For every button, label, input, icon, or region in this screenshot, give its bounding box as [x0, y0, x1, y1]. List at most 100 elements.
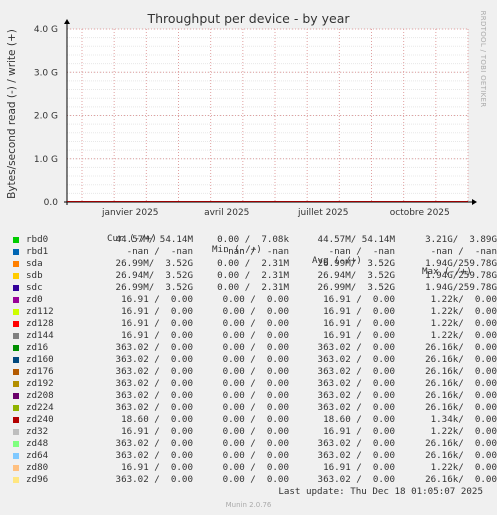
legend-row-zd48: zd48 363.02 / 0.00 0.00 / 0.00 363.02 / 0.0… — [13, 438, 497, 450]
legend-swatch — [13, 285, 19, 291]
y-tick-label: 0.0 — [44, 198, 59, 208]
legend-min: 0.00 / 0.00 — [222, 318, 289, 329]
legend-min: 0.00 / 0.00 — [222, 462, 289, 473]
legend-cur: 26.99M/ 3.52G — [115, 282, 193, 293]
legend-min: 0.00 / 2.31M — [217, 282, 289, 293]
legend-swatch — [13, 453, 19, 459]
legend-min: 0.00 / 0.00 — [222, 330, 289, 341]
legend-name: zd240 — [26, 414, 54, 425]
legend-name: zd48 — [26, 438, 49, 449]
legend-cur: 16.91 / 0.00 — [121, 294, 193, 305]
legend-min: 0.00 / 2.31M — [217, 258, 289, 269]
legend-max: 1.22k/ 0.00 — [430, 294, 497, 305]
legend-swatch — [13, 357, 19, 363]
x-tick-label: avril 2025 — [204, 208, 249, 218]
legend-name: zd208 — [26, 390, 54, 401]
legend-name: rbd0 — [26, 234, 49, 245]
legend-max: 26.16k/ 0.00 — [425, 474, 497, 485]
legend-max: 26.16k/ 0.00 — [425, 366, 497, 377]
legend-swatch — [13, 333, 19, 339]
legend-max: 26.16k/ 0.00 — [425, 342, 497, 353]
legend-min: 0.00 / 2.31M — [217, 270, 289, 281]
legend-row-rbd0: rbd0 44.57M/ 54.14M 0.00 / 7.08k 44.57M/ 54… — [13, 234, 497, 246]
legend-cur: 363.02 / 0.00 — [115, 366, 193, 377]
legend-avg: 363.02 / 0.00 — [317, 450, 395, 461]
y-tick-labels: 0.0 1.0 G 2.0 G 3.0 G 4.0 G — [34, 25, 58, 208]
legend-avg: -nan / -nan — [328, 246, 395, 257]
legend-name: zd176 — [26, 366, 54, 377]
legend-col-avg: Avg (-/+) — [312, 255, 362, 266]
legend-min: 0.00 / 0.00 — [222, 354, 289, 365]
legend-min: -nan / -nan — [222, 246, 289, 257]
legend-swatch — [13, 297, 19, 303]
legend-max: 26.16k/ 0.00 — [425, 354, 497, 365]
legend-avg: 16.91 / 0.00 — [323, 426, 395, 437]
legend-cur: 363.02 / 0.00 — [115, 390, 193, 401]
legend-swatch — [13, 405, 19, 411]
legend-min: 0.00 / 0.00 — [222, 450, 289, 461]
legend-name: zd32 — [26, 426, 49, 437]
grid-lines — [67, 28, 469, 203]
legend-row-zd32: zd32 16.91 / 0.00 0.00 / 0.00 16.91 / 0.00 1… — [13, 426, 497, 438]
legend-max: 1.22k/ 0.00 — [430, 318, 497, 329]
legend-swatch — [13, 309, 19, 315]
legend-cur: 363.02 / 0.00 — [115, 342, 193, 353]
legend-row-rbd1: rbd1 -nan / -nan -nan / -nan -nan / -nan -na… — [13, 246, 497, 258]
plot-area: 0.0 1.0 G 2.0 G 3.0 G 4.0 G janvier 2025 avri… — [34, 19, 477, 218]
legend-max: 1.94G/259.78G — [425, 258, 497, 269]
legend-col-min: Min (-/+) — [212, 244, 262, 255]
legend-cur: 363.02 / 0.00 — [115, 378, 193, 389]
legend-swatch — [13, 417, 19, 423]
legend-swatch — [13, 321, 19, 327]
legend-row-zd64: zd64 363.02 / 0.00 0.00 / 0.00 363.02 / 0.0… — [13, 450, 497, 462]
legend-cur: 16.91 / 0.00 — [121, 462, 193, 473]
legend-min: 0.00 / 0.00 — [222, 378, 289, 389]
legend-name: zd224 — [26, 402, 54, 413]
legend-swatch — [13, 441, 19, 447]
legend-name: zd112 — [26, 306, 54, 317]
legend-min: 0.00 / 0.00 — [222, 402, 289, 413]
legend-cur: 363.02 / 0.00 — [115, 450, 193, 461]
legend-min: 0.00 / 0.00 — [222, 438, 289, 449]
munin-version: Munin 2.0.76 — [225, 501, 272, 509]
legend-name: zd144 — [26, 330, 54, 341]
legend-swatch — [13, 465, 19, 471]
legend-max: 1.34k/ 0.00 — [430, 414, 497, 425]
legend-avg: 363.02 / 0.00 — [317, 390, 395, 401]
legend-row-zd176: zd176 363.02 / 0.00 0.00 / 0.00 363.02 / 0.… — [13, 366, 497, 378]
legend-row-zd144: zd144 16.91 / 0.00 0.00 / 0.00 16.91 / 0.00… — [13, 330, 497, 342]
legend-min: 0.00 / 0.00 — [222, 414, 289, 425]
legend-avg: 26.99M/ 3.52G — [317, 258, 395, 269]
legend-cur: 363.02 / 0.00 — [115, 402, 193, 413]
legend-name: sda — [26, 258, 43, 269]
legend-col-max: Max (-/+) — [422, 266, 472, 277]
legend-avg: 16.91 / 0.00 — [323, 330, 395, 341]
legend-cur: 363.02 / 0.00 — [115, 354, 193, 365]
legend-min: 0.00 / 0.00 — [222, 390, 289, 401]
x-tick-label: octobre 2025 — [390, 208, 450, 218]
legend-name: sdb — [26, 270, 43, 281]
legend-min: 0.00 / 0.00 — [222, 474, 289, 485]
legend-row-zd192: zd192 363.02 / 0.00 0.00 / 0.00 363.02 / 0.… — [13, 378, 497, 390]
legend-avg: 26.94M/ 3.52G — [317, 270, 395, 281]
legend-avg: 16.91 / 0.00 — [323, 462, 395, 473]
legend-cur: 26.99M/ 3.52G — [115, 258, 193, 269]
legend-swatch — [13, 393, 19, 399]
legend-avg: 16.91 / 0.00 — [323, 306, 395, 317]
y-axis-arrow — [64, 19, 70, 24]
legend-row-sda: sda 26.99M/ 3.52G 0.00 / 2.31M 26.99M/ 3.52… — [13, 258, 497, 270]
legend-row-zd128: zd128 16.91 / 0.00 0.00 / 0.00 16.91 / 0.00… — [13, 318, 497, 330]
legend-min: 0.00 / 0.00 — [222, 306, 289, 317]
last-update: Last update: Thu Dec 18 01:05:07 2025 — [278, 486, 483, 497]
legend-name: zd64 — [26, 450, 49, 461]
chart-title: Throughput per device - by year — [147, 11, 350, 26]
legend-max: 1.22k/ 0.00 — [430, 306, 497, 317]
legend-min: 0.00 / 0.00 — [222, 294, 289, 305]
legend-swatch — [13, 477, 19, 483]
legend-col-cur: Cur (-/+) — [107, 233, 157, 244]
legend-name: zd96 — [26, 474, 49, 485]
legend-name: zd0 — [26, 294, 43, 305]
legend-max: 3.21G/ 3.89G — [425, 234, 497, 245]
legend-swatch — [13, 273, 19, 279]
legend-row-zd240: zd240 18.60 / 0.00 0.00 / 0.00 18.60 / 0.00… — [13, 414, 497, 426]
